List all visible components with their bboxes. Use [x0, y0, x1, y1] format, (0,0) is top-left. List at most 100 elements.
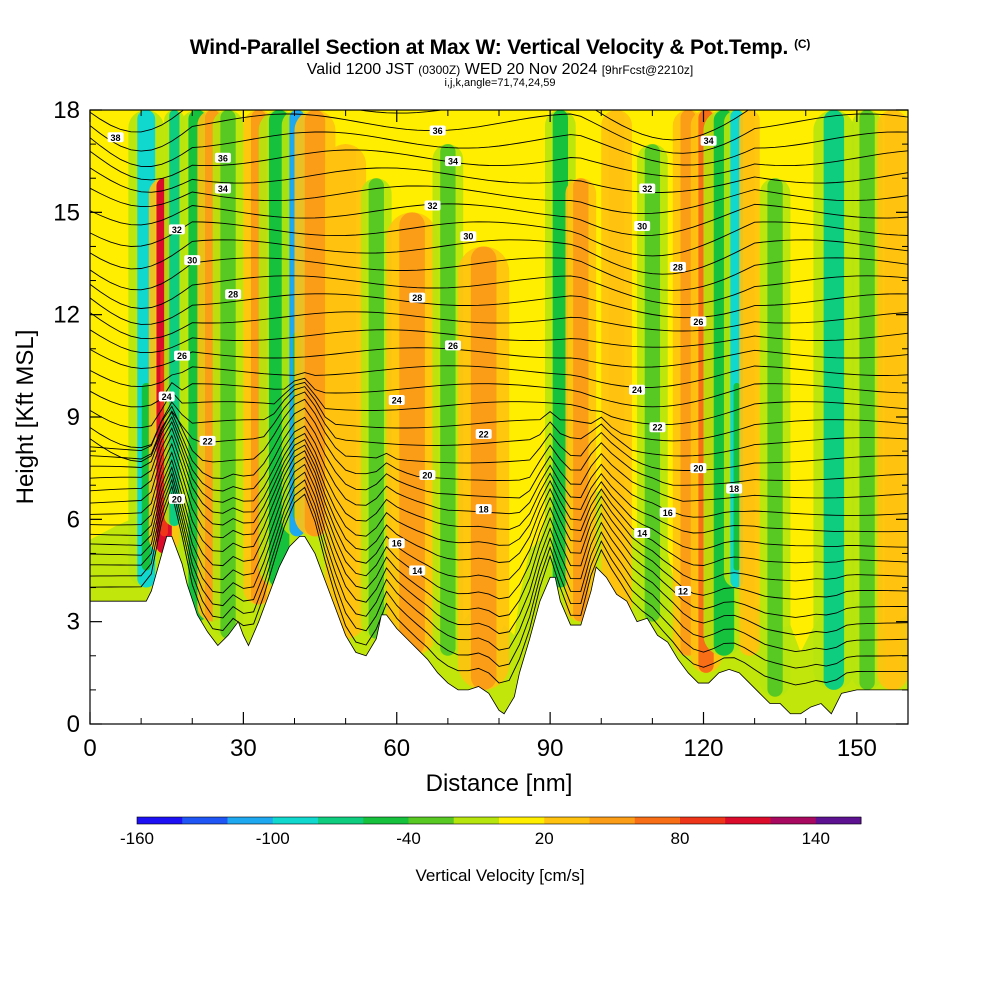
svg-text:38: 38: [111, 133, 121, 143]
velocity-streak: [859, 110, 875, 690]
contour-label: 24: [388, 394, 405, 405]
contour-label: 26: [444, 340, 461, 351]
x-axis-label: Distance [nm]: [426, 770, 573, 797]
title-tag: (C): [794, 37, 811, 51]
colorbar-swatch: [137, 817, 183, 824]
contour-label: 16: [659, 507, 676, 518]
contour-label: 30: [634, 220, 651, 231]
theta-contour-line: [90, 434, 908, 550]
theta-contour-line: [90, 275, 908, 309]
colorbar-swatch: [363, 817, 409, 824]
contour-label: 32: [168, 224, 185, 235]
theta-contours: [90, 110, 908, 686]
svg-text:16: 16: [392, 539, 402, 549]
velocity-streak: [440, 144, 456, 656]
theta-contour-line: [90, 365, 908, 388]
theta-contour-line: [90, 463, 908, 618]
svg-text:32: 32: [172, 225, 182, 235]
theta-contour-line: [90, 257, 908, 291]
colorbar-swatch: [589, 817, 636, 824]
colorbar-swatch: [453, 817, 500, 824]
colorbar-swatch: [544, 817, 590, 824]
x-tick-label: 60: [383, 735, 410, 762]
velocity-streak: [823, 110, 845, 690]
svg-text:24: 24: [162, 392, 172, 402]
contour-label: 22: [649, 422, 666, 433]
svg-text:34: 34: [218, 184, 228, 194]
svg-text:28: 28: [673, 262, 683, 272]
contour-label: 32: [639, 183, 656, 194]
svg-text:14: 14: [412, 566, 422, 576]
chart-subtitle: Valid 1200 JST (0300Z) WED 20 Nov 2024 […: [0, 61, 1000, 79]
y-axis-label: Height [Kft MSL]: [12, 330, 39, 505]
theta-contour-line: [90, 471, 908, 636]
svg-text:30: 30: [637, 221, 647, 231]
theta-contour-line: [90, 491, 908, 686]
chart-title: Wind-Parallel Section at Max W: Vertical…: [0, 36, 1000, 60]
contour-label: 14: [634, 527, 651, 538]
svg-text:20: 20: [422, 470, 432, 480]
colorbar-tick-label: -160: [120, 829, 154, 848]
svg-text:18: 18: [479, 505, 489, 515]
colorbar: -160 -100 -40 20 80 140: [120, 816, 862, 848]
contour-label: 24: [158, 391, 175, 402]
y-tick-label: 6: [67, 506, 80, 533]
colorbar-swatch: [770, 817, 817, 824]
velocity-streak: [644, 144, 661, 622]
contour-label: 38: [107, 132, 124, 143]
theta-contour-line: [90, 407, 908, 486]
svg-text:26: 26: [693, 317, 703, 327]
colorbar-swatch: [680, 817, 726, 824]
svg-text:18: 18: [729, 484, 739, 494]
theta-contour-line: [90, 149, 908, 181]
y-tick-label: 9: [67, 404, 80, 431]
theta-contour-line: [90, 203, 908, 236]
contour-label: 32: [424, 200, 441, 211]
contour-label: 26: [690, 316, 707, 327]
theta-contour-line: [90, 442, 908, 566]
theta-contour-line: [90, 167, 908, 193]
contour-label: 36: [214, 152, 231, 163]
contour-label: 28: [669, 261, 686, 272]
colorbar-frame: [136, 816, 862, 825]
svg-text:32: 32: [642, 184, 652, 194]
plot-area: [90, 110, 908, 724]
valid-date: WED 20 Nov 2024: [464, 61, 598, 78]
x-tick-label: 30: [230, 735, 257, 762]
svg-text:16: 16: [663, 508, 673, 518]
contour-label: 22: [199, 435, 216, 446]
colorbar-tick-label: -100: [256, 829, 290, 848]
colorbar-tick-label: 20: [535, 829, 554, 848]
valid-time: Valid 1200 JST: [306, 61, 414, 78]
theta-contour-line: [90, 398, 908, 471]
theta-contour-line: [90, 347, 908, 369]
svg-text:26: 26: [177, 351, 187, 361]
svg-text:36: 36: [433, 126, 443, 136]
y-tick-label: 3: [67, 609, 80, 636]
svg-text:28: 28: [228, 290, 238, 300]
contour-label: 28: [409, 292, 426, 303]
theta-contour-line: [90, 381, 908, 429]
terrain-mask: [90, 535, 908, 724]
velocity-streak: [399, 212, 425, 656]
contour-label: 24: [629, 384, 646, 395]
contour-labels: 38 36 34 32 30 28 26 24 22 20 36 34 32 30 28 26 24 22 20 18…: [107, 125, 743, 596]
svg-text:34: 34: [704, 136, 714, 146]
svg-text:22: 22: [652, 423, 662, 433]
contour-label: 16: [388, 538, 405, 549]
theta-contour-line: [90, 386, 908, 449]
theta-contour-line: [90, 478, 908, 653]
indices-line: i,j,k,angle=71,74,24,59: [444, 77, 556, 89]
theta-contour-line: [90, 484, 908, 669]
contour-label: 20: [168, 493, 185, 504]
contour-label: 20: [419, 469, 436, 480]
svg-text:20: 20: [172, 494, 182, 504]
svg-text:28: 28: [412, 293, 422, 303]
velocity-streak-core: [141, 382, 151, 571]
theta-contour-line: [90, 329, 908, 354]
chart-title-text: Wind-Parallel Section at Max W: Vertical…: [189, 36, 789, 59]
svg-text:24: 24: [632, 385, 642, 395]
colorbar-swatch: [408, 817, 455, 824]
theta-contour-line: [90, 427, 908, 534]
svg-text:14: 14: [637, 528, 647, 538]
